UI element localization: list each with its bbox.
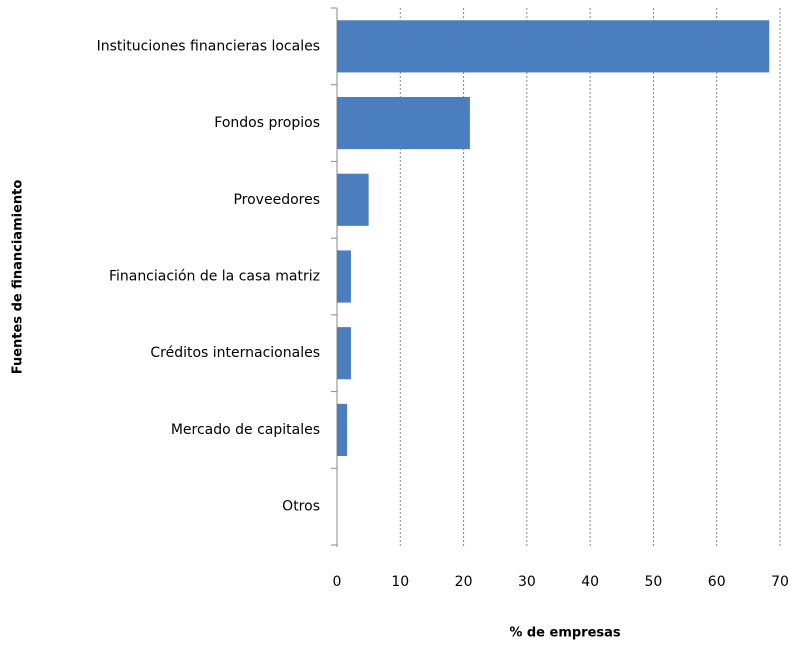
bar	[337, 173, 369, 226]
y-tick-label: Mercado de capitales	[171, 422, 320, 438]
x-tick-label: 10	[391, 574, 409, 590]
bar	[337, 250, 351, 303]
y-tick-label: Financiación de la casa matriz	[109, 269, 320, 285]
bar	[337, 327, 351, 380]
x-tick-label: 30	[518, 574, 536, 590]
y-tick-label: Proveedores	[233, 192, 320, 208]
x-tick-label: 0	[333, 574, 342, 590]
bar	[337, 96, 470, 150]
y-tick-label: Otros	[282, 499, 320, 515]
x-tick-label: 20	[455, 574, 473, 590]
x-tick-label: 70	[771, 574, 789, 590]
bar	[337, 403, 348, 457]
y-axis-title: Fuentes de financiamiento	[11, 180, 26, 375]
x-axis-title: % de empresas	[509, 626, 621, 641]
x-tick-label: 50	[645, 574, 663, 590]
y-tick-label: Fondos propios	[214, 115, 320, 131]
bar	[337, 20, 770, 73]
x-tick-label: 60	[708, 574, 726, 590]
x-tick-label: 40	[581, 574, 599, 590]
y-tick-label: Instituciones financieras locales	[97, 38, 320, 54]
y-tick-label: Créditos internacionales	[150, 345, 320, 361]
